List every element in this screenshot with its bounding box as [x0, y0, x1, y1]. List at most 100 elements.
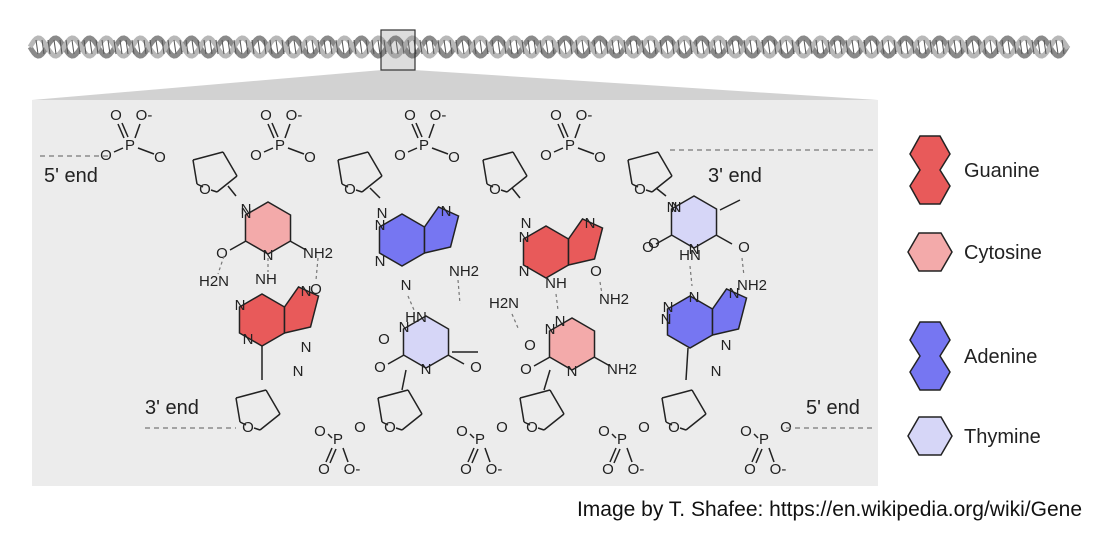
- helix-rung: [575, 39, 579, 55]
- ester-oxygen-label: O: [250, 147, 262, 164]
- bond: [327, 433, 333, 439]
- phosphate-group: PO O-: [744, 431, 786, 478]
- helix-rung: [779, 39, 783, 55]
- helix-rung: [773, 39, 777, 55]
- bond: [469, 433, 475, 439]
- helix-rung: [941, 39, 945, 55]
- helix-rung: [767, 39, 771, 55]
- carbonyl-oxygen-label: O: [642, 239, 654, 256]
- ring-nitrogen-label: N: [721, 337, 732, 354]
- helix-rung: [695, 39, 699, 55]
- thymine-base-ring: [402, 315, 450, 369]
- bottom-backbone-segment: PO O- O O: [456, 419, 508, 478]
- ring-nitrogen-label: N: [711, 363, 722, 380]
- helix-rung: [509, 39, 513, 55]
- helix-rung: [569, 39, 573, 55]
- carbonyl-oxygen-label: O: [216, 245, 228, 262]
- top-sugar-ring: O: [482, 151, 528, 198]
- bond: [289, 240, 307, 251]
- bond: [523, 421, 531, 426]
- helix-rung: [503, 39, 507, 55]
- ring-oxygen-label: O: [489, 181, 501, 198]
- helix-rung: [497, 39, 501, 55]
- hydrogen-bond: [555, 293, 559, 311]
- helix-rung: [431, 39, 435, 55]
- ester-oxygen-label: O: [496, 419, 508, 436]
- helix-rung: [359, 39, 363, 55]
- guanine-base-five-ring: [283, 286, 320, 334]
- helix-rung: [791, 39, 795, 55]
- helix-rung: [977, 39, 981, 55]
- helix-rung: [389, 39, 393, 55]
- bond: [267, 123, 275, 139]
- top-backbone-segment: PO O-O O: [394, 107, 460, 166]
- helix-rung: [1055, 39, 1059, 55]
- amine-label: NH2: [607, 361, 637, 378]
- helix-rung: [35, 39, 39, 55]
- oxygen-label: O: [110, 107, 122, 124]
- helix-rung: [353, 39, 357, 55]
- helix-rung: [491, 39, 495, 55]
- helix-rung: [197, 39, 201, 55]
- helix-rung: [41, 39, 45, 55]
- helix-rung: [905, 39, 909, 55]
- guanine-base: NN: [519, 215, 604, 279]
- helix-rung: [833, 39, 837, 55]
- bond: [287, 147, 305, 155]
- adenine-base-five-ring: [423, 206, 460, 254]
- legend-label: Thymine: [964, 426, 1041, 448]
- helix-rung: [83, 39, 87, 55]
- hydrogen-bond: [407, 295, 415, 311]
- ester-oxygen-label: O: [594, 149, 606, 166]
- bond: [325, 447, 333, 463]
- helix-rung: [749, 39, 753, 55]
- ring-nitrogen-label: N: [567, 363, 578, 380]
- bond: [431, 147, 449, 155]
- oxygen-label: O: [550, 107, 562, 124]
- bond: [263, 147, 274, 153]
- imine-label: HN: [405, 309, 427, 326]
- ring-oxygen-label: O: [199, 181, 211, 198]
- bond: [679, 427, 687, 431]
- bond: [482, 159, 488, 185]
- helix-rung: [95, 39, 99, 55]
- amine-label: NH2: [599, 291, 629, 308]
- bond: [631, 183, 639, 188]
- helix-rung: [725, 39, 729, 55]
- guanine-base-five-ring: [567, 218, 604, 266]
- helix-rung: [677, 39, 681, 55]
- phosphate-group: PO O-: [460, 431, 502, 478]
- ring-nitrogen-label: N: [421, 361, 432, 378]
- strand-label-bottom-left: 3' end: [145, 397, 199, 419]
- oxygen-label: O: [744, 461, 756, 478]
- adenine-legend-swatch: [909, 321, 951, 391]
- helix-rung: [539, 39, 543, 55]
- bond: [471, 448, 479, 464]
- bond: [387, 354, 405, 365]
- glycosidic-bond: [655, 187, 667, 197]
- helix-rung: [641, 39, 645, 55]
- zoom-box: [380, 29, 416, 71]
- helix-rung: [803, 39, 807, 55]
- carbonyl-oxygen-label: O: [590, 263, 602, 280]
- helix-rung: [989, 39, 993, 55]
- helix-rung: [287, 39, 291, 55]
- bond: [519, 389, 551, 399]
- helix-rung: [551, 39, 555, 55]
- imine-label: NH: [255, 271, 277, 288]
- bond: [753, 433, 759, 439]
- legend-item-cytosine: Cytosine: [907, 232, 1042, 272]
- bond: [381, 421, 389, 426]
- helix-rung: [1001, 39, 1005, 55]
- ring-nitrogen-label: N: [663, 299, 674, 316]
- dna-double-helix: [27, 35, 1071, 59]
- bond: [661, 389, 693, 399]
- helix-rung: [347, 39, 351, 55]
- phosphorus-label: P: [565, 137, 575, 154]
- helix-rung: [1043, 39, 1047, 55]
- bond: [361, 175, 383, 193]
- helix-rung: [185, 39, 189, 55]
- amine-label: O: [470, 359, 482, 376]
- bond: [685, 413, 707, 431]
- helix-rung: [233, 39, 237, 55]
